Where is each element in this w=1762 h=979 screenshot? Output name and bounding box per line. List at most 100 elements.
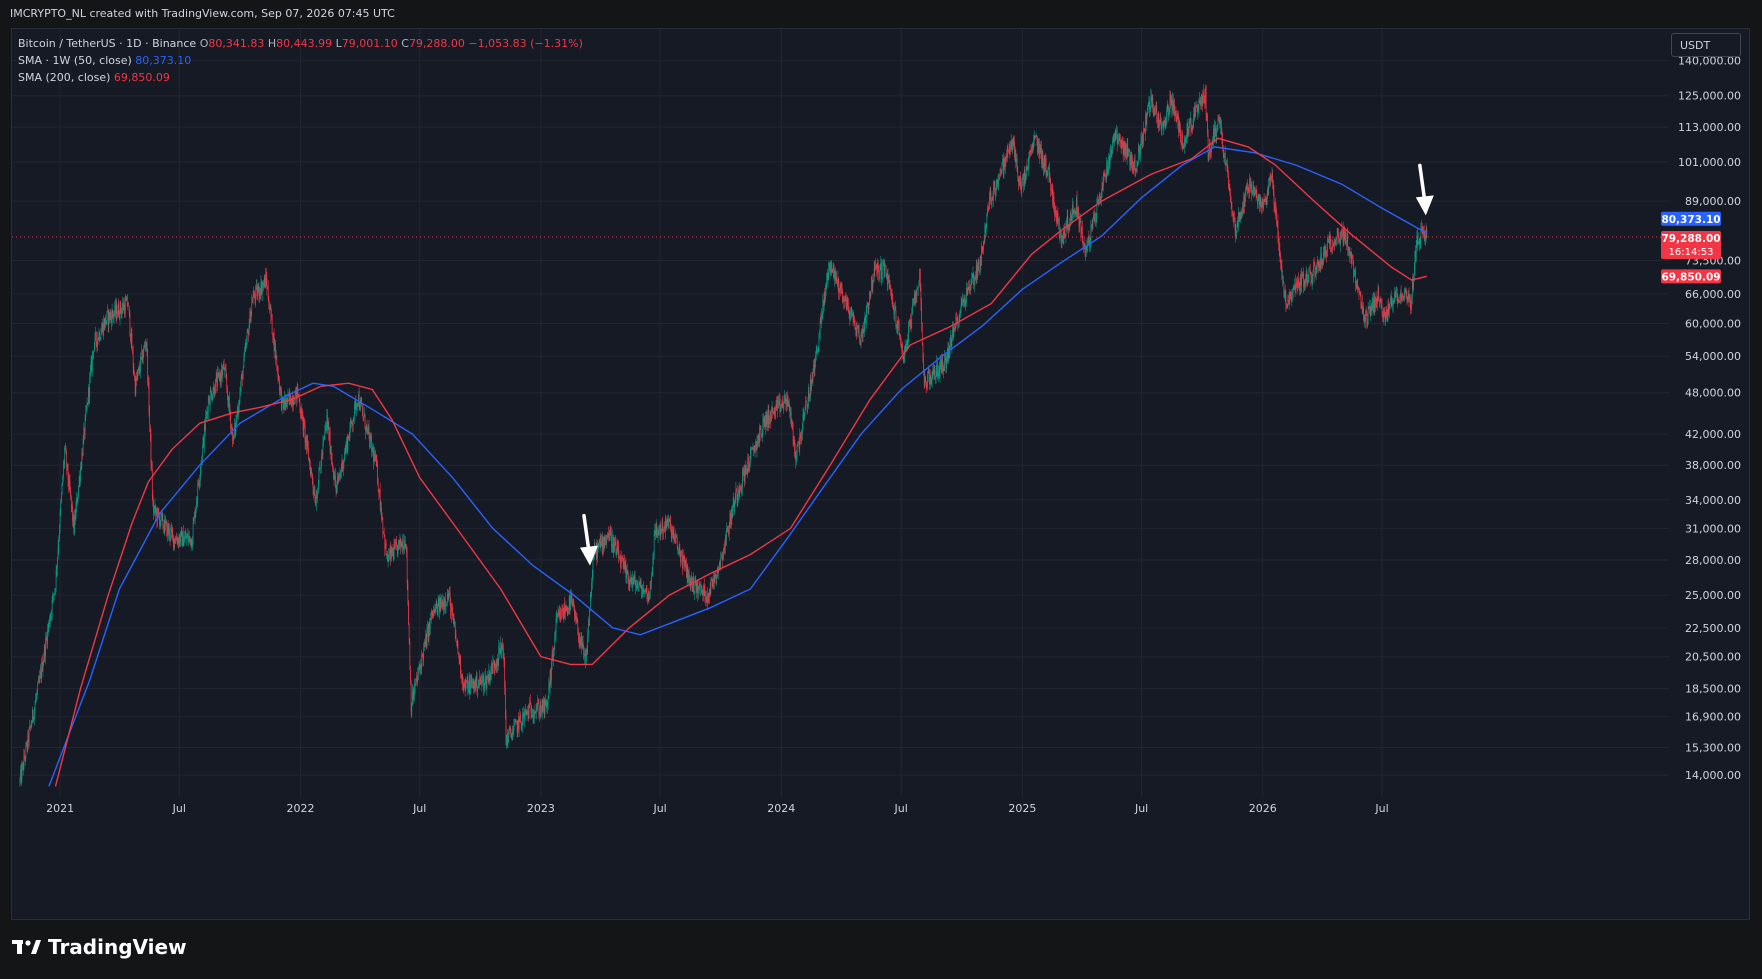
candle-up <box>599 539 600 544</box>
candle-down <box>1029 151 1031 152</box>
candle-up <box>37 680 39 683</box>
candle-up <box>765 415 766 428</box>
candle-down <box>91 361 93 370</box>
candle-up <box>39 675 41 682</box>
candle-up <box>342 462 344 471</box>
y-tick-label: 25,000.00 <box>1685 589 1741 602</box>
candle-down <box>254 296 256 300</box>
candle-down <box>267 287 269 300</box>
candle-up <box>45 638 47 639</box>
candle-up <box>1257 199 1259 205</box>
candle-up <box>1220 120 1221 128</box>
candle-down <box>452 615 454 619</box>
candle-down <box>674 540 675 541</box>
symbol-title[interactable]: Bitcoin / TetherUS · 1D · Binance <box>18 37 197 50</box>
candle-down <box>470 680 472 682</box>
candle-down <box>495 663 497 667</box>
candle-down <box>1368 308 1370 309</box>
candle-up <box>989 195 990 210</box>
candle-up <box>935 370 937 377</box>
candle-up <box>747 457 749 473</box>
candle-up <box>1163 120 1165 128</box>
candle-down <box>790 411 792 421</box>
candle-up <box>1261 200 1263 208</box>
candle-up <box>807 391 809 408</box>
candle-up <box>1238 212 1239 227</box>
candle-up <box>142 355 144 362</box>
candle-up <box>473 681 475 688</box>
candle-down <box>1039 143 1041 154</box>
candle-down <box>1007 147 1009 151</box>
candle-up <box>882 261 884 278</box>
candle-down <box>1161 122 1162 130</box>
candle-up <box>126 296 127 301</box>
candle-down <box>453 618 455 626</box>
candle-down <box>542 700 544 711</box>
candle-down <box>229 409 231 416</box>
candle-up <box>1109 153 1111 166</box>
legend-sma-weekly-row[interactable]: SMA · 1W (50, close) 80,373.10 <box>18 52 583 69</box>
price-chart[interactable]: 140,000.00125,000.00113,000.00101,000.00… <box>12 29 1749 919</box>
candle-up <box>109 313 111 320</box>
candle-up <box>735 488 737 500</box>
candle-down <box>1118 138 1120 140</box>
candle-down <box>1010 146 1011 148</box>
candle-down <box>586 649 588 653</box>
candle-up <box>1018 179 1020 183</box>
candle-down <box>1084 243 1086 253</box>
candle-up <box>130 333 132 342</box>
candle-up <box>694 577 696 593</box>
currency-button[interactable]: USDT <box>1671 33 1741 57</box>
candle-up <box>28 729 30 743</box>
candle-up <box>1091 224 1092 226</box>
candle-up <box>869 292 870 304</box>
candle-up <box>438 598 440 603</box>
candle-down <box>846 299 847 311</box>
candle-down <box>1099 194 1101 201</box>
candle-down <box>173 534 174 548</box>
candle-up <box>661 523 663 532</box>
candle-up <box>443 602 444 610</box>
candle-up <box>616 546 618 550</box>
candle-up <box>1147 105 1149 108</box>
candle-down <box>1104 175 1106 177</box>
y-tick-label: 113,000.00 <box>1678 121 1741 134</box>
candle-up <box>30 726 32 727</box>
candle-up <box>95 332 96 336</box>
candle-down <box>510 727 511 734</box>
candle-up <box>1149 109 1151 110</box>
candle-up <box>343 459 345 463</box>
candle-down <box>1176 115 1177 123</box>
candle-up <box>959 314 961 318</box>
candle-down <box>1114 133 1116 140</box>
candle-up <box>665 517 666 533</box>
candle-down <box>1229 188 1231 194</box>
candle-down <box>1164 120 1165 122</box>
legend-sma-200-row[interactable]: SMA (200, close) 69,850.09 <box>18 69 583 86</box>
candle-up <box>1186 136 1187 143</box>
candle-down <box>166 521 168 537</box>
candle-up <box>395 542 397 543</box>
candle-up <box>207 397 209 414</box>
candle-up <box>1389 303 1391 310</box>
candle-down <box>976 265 978 278</box>
candle-down <box>1078 212 1080 228</box>
candle-down <box>1222 148 1224 155</box>
candle-down <box>809 397 810 399</box>
candle-up <box>587 623 589 636</box>
candle-up <box>855 328 857 330</box>
chart-panel[interactable]: Bitcoin / TetherUS · 1D · Binance O80,34… <box>11 28 1750 920</box>
candle-up <box>223 364 224 369</box>
candle-down <box>487 675 489 681</box>
candle-down <box>258 285 260 297</box>
candle-down <box>1286 305 1287 307</box>
annotation-arrow <box>1415 163 1434 216</box>
candle-down <box>445 599 446 607</box>
candle-down <box>777 400 779 404</box>
candle-up <box>1148 101 1150 106</box>
candle-down <box>1276 210 1277 225</box>
candle-down <box>1384 315 1386 322</box>
candle-up <box>819 336 820 338</box>
candle-down <box>711 579 712 581</box>
candle-up <box>72 515 74 521</box>
